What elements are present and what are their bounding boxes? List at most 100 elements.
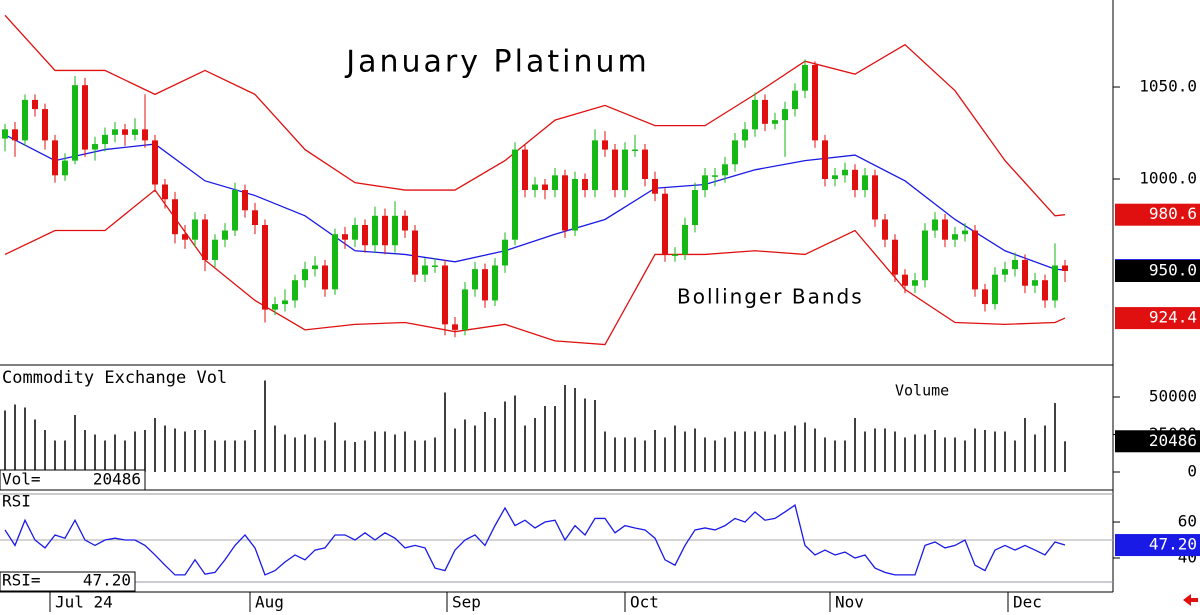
- last-value-box: [1115, 259, 1200, 282]
- candle-body: [532, 184, 538, 191]
- candle-body: [782, 109, 788, 121]
- candle-body: [462, 289, 468, 330]
- candle-body: [102, 134, 108, 145]
- candle-body: [432, 265, 438, 267]
- last-value-box: [1115, 430, 1200, 453]
- candle-body: [522, 149, 528, 191]
- candle-body: [312, 265, 318, 270]
- candle-body: [342, 234, 348, 240]
- candle-body: [662, 193, 668, 255]
- candle-body: [292, 280, 298, 301]
- y-tick-label: 50000: [1149, 387, 1197, 406]
- candle-body: [1022, 259, 1028, 286]
- candle-body: [412, 230, 418, 275]
- last-value-box: [1115, 203, 1200, 226]
- candle-body: [722, 164, 728, 176]
- last-value-label: 47.20: [1149, 535, 1197, 554]
- chart-title: January Platinum: [344, 45, 649, 80]
- candle-body: [72, 85, 78, 161]
- candle-body: [162, 184, 168, 200]
- bollinger-band: [4, 14, 1066, 217]
- candle-body: [732, 140, 738, 165]
- candle-body: [32, 99, 38, 110]
- candle-body: [552, 175, 558, 191]
- candle-body: [112, 129, 118, 135]
- candle-body: [332, 234, 338, 290]
- y-tick-label: 1000.0: [1139, 169, 1197, 188]
- candle-body: [352, 224, 358, 240]
- candle-body: [592, 140, 598, 191]
- scroll-arrow[interactable]: [1191, 598, 1198, 602]
- candle-body: [192, 219, 198, 240]
- candle-body: [542, 184, 548, 191]
- candle-body: [712, 175, 718, 177]
- candle-body: [142, 129, 148, 141]
- candle-body: [572, 179, 578, 231]
- candle-body: [442, 265, 448, 325]
- candle-body: [612, 149, 618, 191]
- candle-body: [682, 224, 688, 255]
- scroll-arrow[interactable]: [1183, 594, 1191, 606]
- candle-body: [692, 190, 698, 225]
- y-tick-label: 60: [1178, 512, 1197, 531]
- candle-body: [932, 219, 938, 231]
- candle-body: [82, 85, 88, 150]
- candle-body: [882, 219, 888, 240]
- candle-body: [772, 120, 778, 124]
- candle-body: [1042, 280, 1048, 301]
- candle-body: [212, 239, 218, 260]
- candle-body: [1002, 269, 1008, 275]
- candle-body: [562, 175, 568, 231]
- candle-body: [892, 239, 898, 275]
- candle-body: [152, 140, 158, 185]
- candle-body: [122, 129, 128, 135]
- candle-body: [282, 300, 288, 305]
- candle-body: [232, 190, 238, 231]
- candle-body: [402, 215, 408, 231]
- panel-title: Commodity Exchange Vol: [2, 368, 227, 388]
- candle-body: [472, 269, 478, 290]
- candle-body: [222, 230, 228, 240]
- candle-body: [512, 149, 518, 240]
- candle-body: [812, 64, 818, 141]
- candle-body: [652, 179, 658, 194]
- candle-body: [902, 274, 908, 286]
- candle-body: [952, 234, 958, 240]
- candle-body: [132, 129, 138, 135]
- candle-body: [992, 274, 998, 305]
- candle-body: [322, 265, 328, 290]
- candle-body: [452, 324, 458, 330]
- candle-body: [792, 90, 798, 110]
- candle-body: [642, 149, 648, 180]
- y-tick-label: 1050.0: [1139, 77, 1197, 96]
- candle-body: [672, 254, 678, 256]
- candle-body: [632, 149, 638, 152]
- candle-body: [92, 144, 98, 150]
- last-value-label: 950.0: [1149, 260, 1197, 279]
- candle-body: [602, 140, 608, 150]
- candle-body: [822, 140, 828, 180]
- candle-body: [262, 224, 268, 310]
- readout-box: [0, 469, 146, 491]
- candle-body: [492, 265, 498, 301]
- readout-label: Vol=: [2, 470, 41, 489]
- readout-label: RSI=: [2, 571, 41, 590]
- candle-body: [922, 230, 928, 281]
- candle-body: [622, 149, 628, 191]
- x-tick-label: Dec: [1013, 593, 1042, 612]
- candle-body: [842, 169, 848, 176]
- x-tick-label: Nov: [835, 593, 864, 612]
- candle-body: [862, 175, 868, 191]
- candle-body: [392, 215, 398, 246]
- candle-body: [22, 99, 28, 141]
- candle-body: [852, 169, 858, 191]
- x-tick-label: Sep: [452, 593, 481, 612]
- bollinger-band: [4, 189, 1066, 346]
- candle-body: [872, 175, 878, 220]
- candle-body: [972, 230, 978, 290]
- y-tick-label: 0: [1187, 462, 1197, 481]
- candle-body: [382, 215, 388, 246]
- candle-body: [912, 280, 918, 286]
